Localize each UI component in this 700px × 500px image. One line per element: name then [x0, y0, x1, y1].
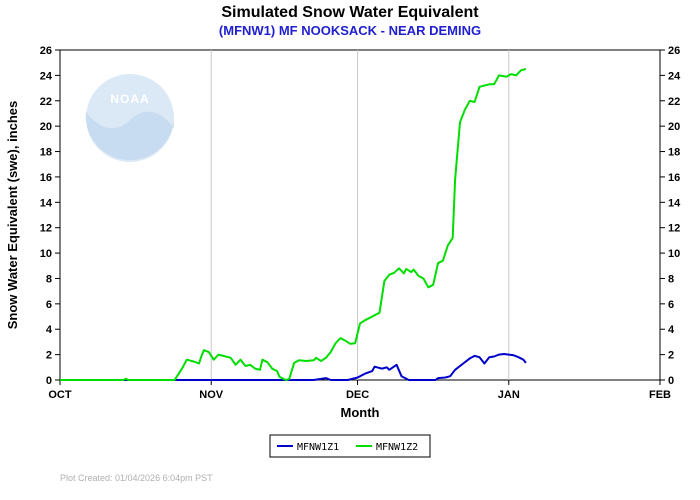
y-tick-label-right: 20 — [668, 121, 680, 133]
plot-area — [59, 49, 661, 381]
y-axis-label: Snow Water Equivalent (swe), inches — [5, 101, 20, 330]
y-tick-label-right: 18 — [668, 147, 680, 159]
y-tick-label-left: 22 — [40, 96, 52, 108]
y-tick-label-left: 0 — [46, 375, 52, 387]
plot-frame — [59, 49, 661, 381]
noaa-logo: NOAA — [85, 74, 174, 162]
y-tick-label-right: 10 — [668, 248, 680, 260]
y-tick-label-right: 24 — [668, 70, 681, 82]
grid-lines — [210, 50, 510, 380]
y-tick-label-right: 22 — [668, 96, 680, 108]
plot-created-footer: Plot Created: 01/04/2026 6:04pm PST — [60, 473, 213, 483]
series-line-mfnw1z2 — [60, 68, 527, 381]
x-tick-label-jan: JAN — [498, 389, 520, 401]
y-tick-label-left: 6 — [46, 299, 52, 311]
legend-label-mfnw1z2: MFNW1Z2 — [376, 442, 418, 453]
noaa-logo-wave — [85, 111, 174, 161]
y-tick-label-right: 12 — [668, 223, 680, 235]
y-tick-label-left: 14 — [40, 197, 53, 209]
y-tick-label-left: 18 — [40, 147, 52, 159]
x-tick-label-dec: DEC — [346, 389, 369, 401]
y-tick-label-left: 20 — [40, 121, 52, 133]
y-tick-label-right: 8 — [668, 273, 674, 285]
series-layer — [60, 68, 527, 381]
y-tick-label-left: 16 — [40, 172, 52, 184]
y-tick-label-left: 24 — [40, 70, 53, 82]
x-tick-label-oct: OCT — [48, 389, 72, 401]
series-line-mfnw1z1 — [60, 353, 527, 381]
y-tick-label-left: 2 — [46, 350, 52, 362]
x-tick-label-feb: FEB — [649, 389, 671, 401]
y-tick-label-right: 2 — [668, 350, 674, 362]
y-tick-label-left: 26 — [40, 45, 52, 57]
legend-box — [269, 434, 431, 458]
y-tick-label-right: 16 — [668, 172, 680, 184]
y-tick-label-right: 6 — [668, 299, 674, 311]
y-tick-label-right: 14 — [668, 197, 681, 209]
y-tick-label-left: 12 — [40, 223, 52, 235]
x-axis-label: Month — [341, 405, 380, 420]
y-tick-label-left: 8 — [46, 273, 52, 285]
y-tick-label-left: 4 — [46, 324, 53, 336]
chart-title: Simulated Snow Water Equivalent — [221, 4, 479, 21]
legend: MFNW1Z1 MFNW1Z2 — [269, 434, 431, 458]
noaa-logo-text: NOAA — [110, 92, 149, 106]
chart-subtitle: (MFNW1) MF NOOKSACK - NEAR DEMING — [219, 23, 481, 38]
y-tick-label-left: 10 — [40, 248, 52, 260]
y-tick-label-right: 26 — [668, 45, 680, 57]
x-axis: OCT NOV DEC JAN FEB — [48, 380, 671, 401]
x-tick-label-nov: NOV — [199, 389, 224, 401]
y-tick-label-right: 4 — [668, 324, 675, 336]
y-tick-label-right: 0 — [668, 375, 674, 387]
legend-label-mfnw1z1: MFNW1Z1 — [297, 442, 339, 453]
